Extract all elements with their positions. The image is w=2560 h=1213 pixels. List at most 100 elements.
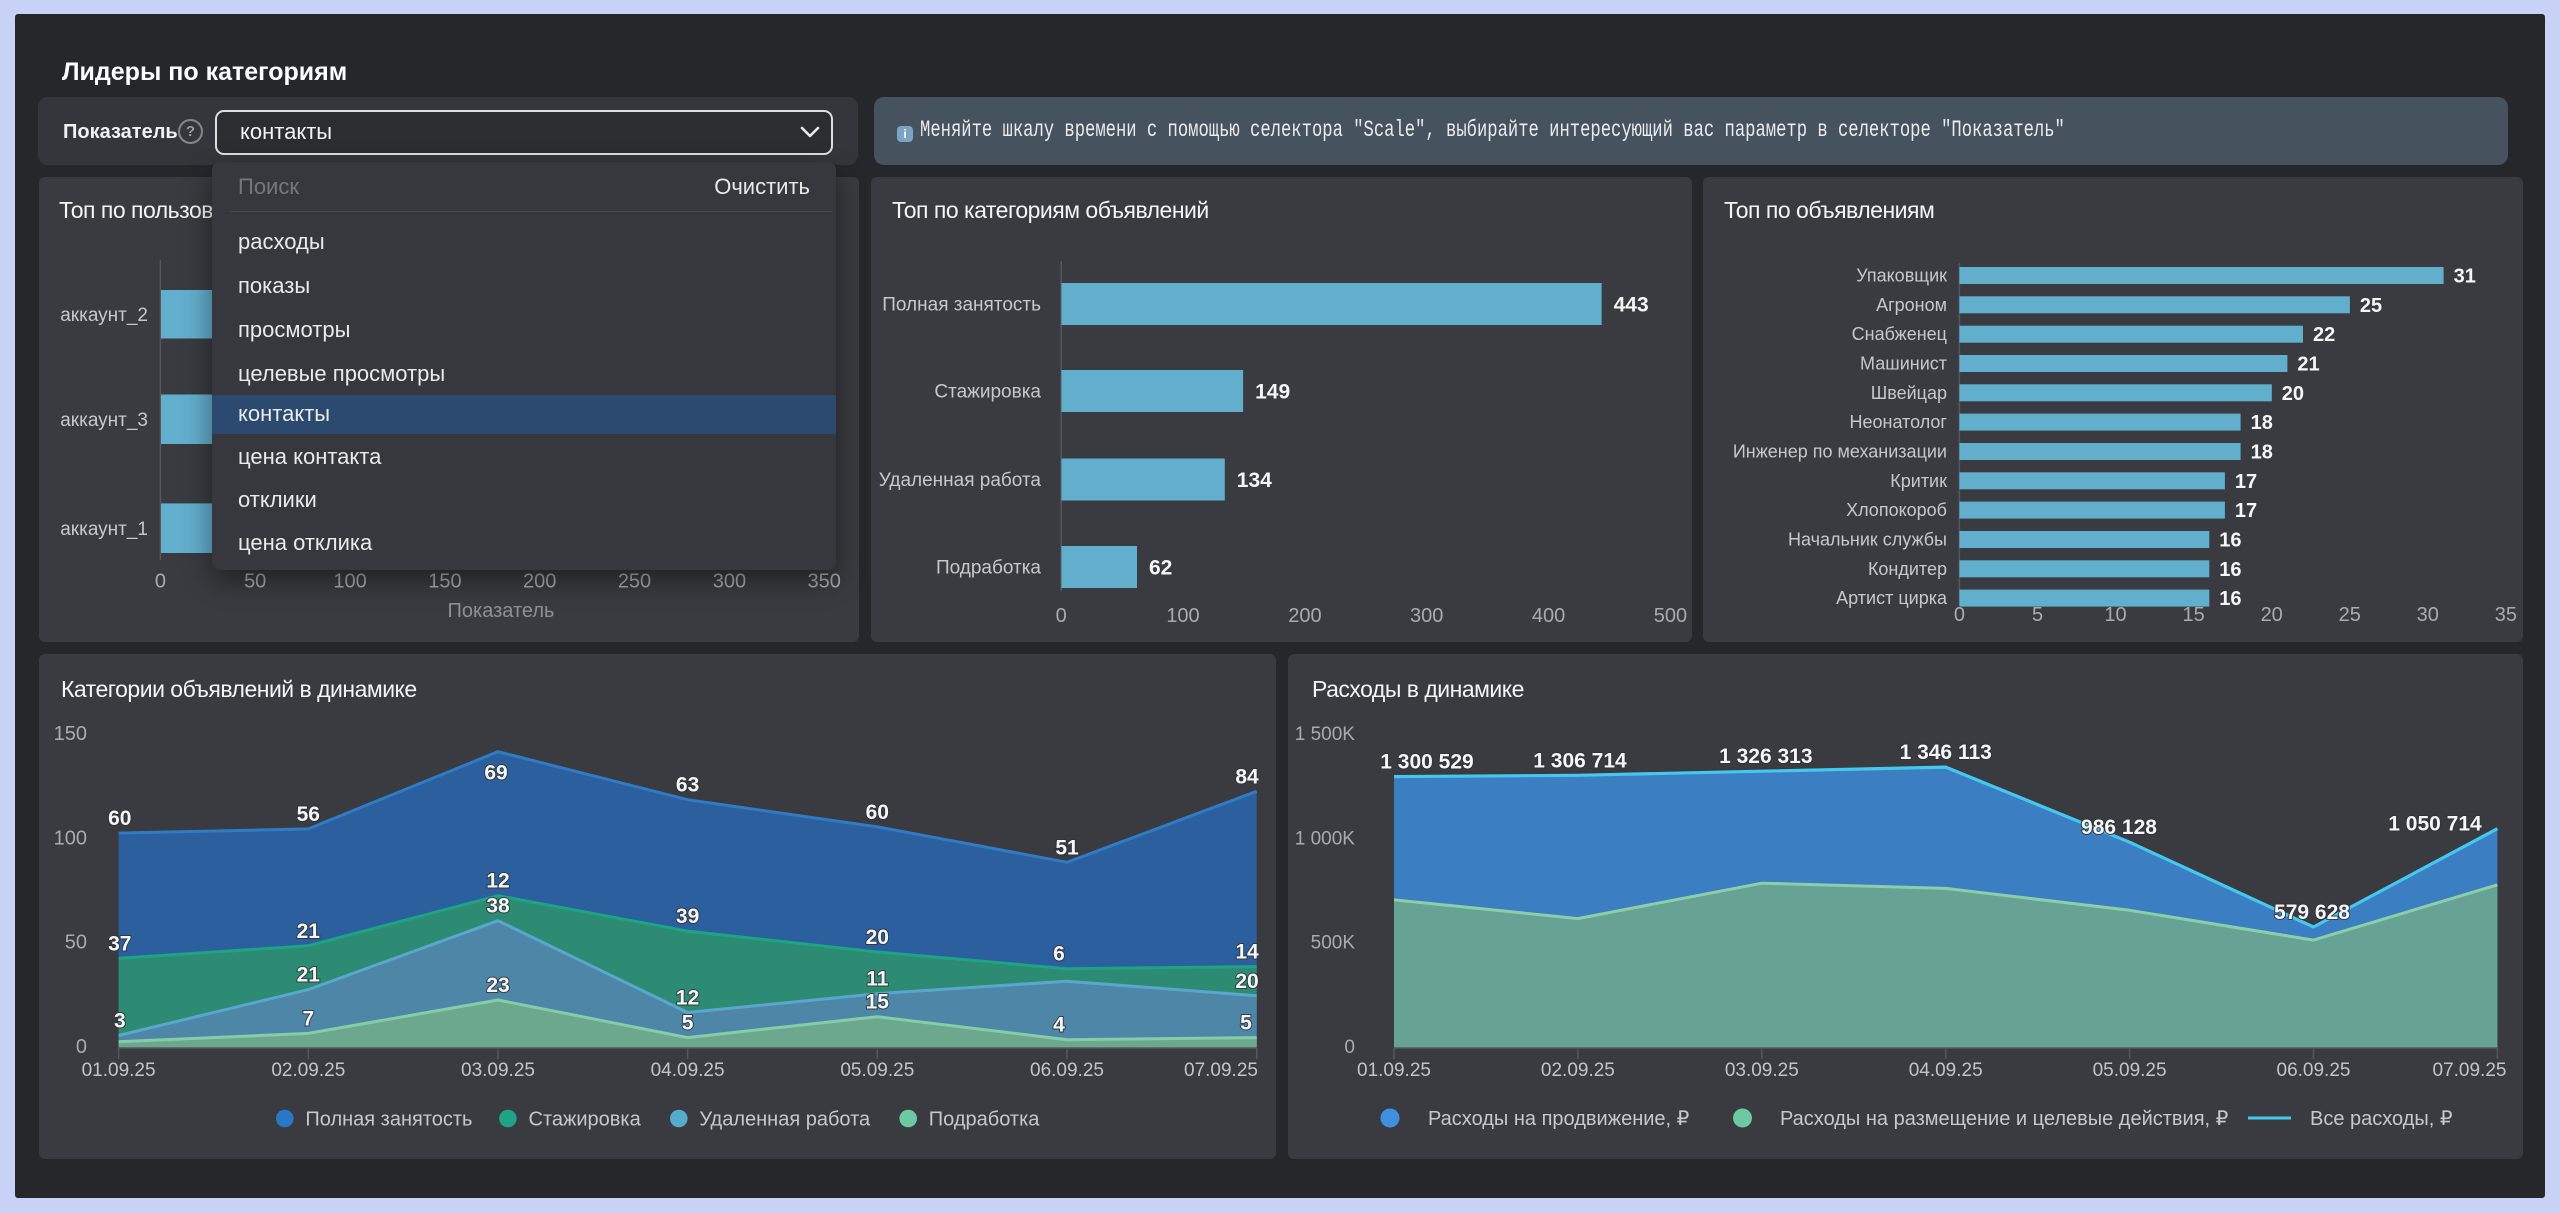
svg-text:12: 12 <box>486 870 509 893</box>
svg-text:22: 22 <box>2313 324 2335 346</box>
svg-text:01.09.25: 01.09.25 <box>1357 1060 1431 1081</box>
svg-text:21: 21 <box>2297 354 2319 376</box>
svg-text:Полная занятость: Полная занятость <box>882 295 1041 316</box>
svg-text:02.09.25: 02.09.25 <box>1541 1060 1615 1081</box>
svg-text:16: 16 <box>2219 588 2241 610</box>
svg-text:62: 62 <box>1149 557 1172 580</box>
svg-text:01.09.25: 01.09.25 <box>82 1060 156 1081</box>
svg-text:0: 0 <box>155 570 166 592</box>
svg-text:15: 15 <box>2182 604 2204 626</box>
svg-text:Хлопокороб: Хлопокороб <box>1846 500 1947 520</box>
svg-text:1 500K: 1 500K <box>1295 724 1356 745</box>
svg-text:63: 63 <box>676 774 699 797</box>
svg-text:12: 12 <box>676 987 699 1010</box>
svg-text:аккаунт_2: аккаунт_2 <box>60 305 148 326</box>
svg-text:7: 7 <box>302 1007 314 1030</box>
svg-text:06.09.25: 06.09.25 <box>2277 1060 2351 1081</box>
svg-text:Расходы на продвижение, ₽: Расходы на продвижение, ₽ <box>1428 1108 1690 1130</box>
svg-text:Снабженец: Снабженец <box>1852 324 1947 344</box>
svg-text:Показатель: Показатель <box>448 600 555 622</box>
svg-text:300: 300 <box>1410 605 1443 627</box>
svg-text:02.09.25: 02.09.25 <box>271 1060 345 1081</box>
svg-text:17: 17 <box>2235 500 2257 522</box>
svg-text:04.09.25: 04.09.25 <box>1909 1060 1983 1081</box>
svg-text:986 128: 986 128 <box>2081 816 2157 839</box>
svg-text:100: 100 <box>1166 605 1199 627</box>
svg-text:10: 10 <box>2104 604 2126 626</box>
svg-text:20: 20 <box>2282 383 2304 405</box>
svg-text:200: 200 <box>523 570 556 592</box>
svg-text:аккаунт_3: аккаунт_3 <box>60 410 148 431</box>
svg-text:39: 39 <box>676 905 699 928</box>
svg-text:Расходы на размещение и целевы: Расходы на размещение и целевые действия… <box>1780 1108 2229 1130</box>
svg-text:443: 443 <box>1614 294 1649 317</box>
svg-text:17: 17 <box>2235 471 2257 493</box>
svg-text:579 628: 579 628 <box>2274 901 2350 924</box>
svg-text:23: 23 <box>486 974 509 997</box>
svg-text:Стажировка: Стажировка <box>934 382 1041 403</box>
svg-text:250: 250 <box>618 570 651 592</box>
svg-text:100: 100 <box>333 570 366 592</box>
svg-text:15: 15 <box>866 991 890 1014</box>
svg-text:6: 6 <box>1053 943 1065 966</box>
svg-text:1 346 113: 1 346 113 <box>1900 741 1992 764</box>
svg-text:Артист цирка: Артист цирка <box>1836 588 1948 608</box>
svg-text:0: 0 <box>76 1036 87 1058</box>
svg-text:0: 0 <box>1344 1037 1355 1058</box>
svg-text:200: 200 <box>1288 605 1321 627</box>
svg-text:07.09.25: 07.09.25 <box>1184 1060 1258 1081</box>
svg-text:1 326 313: 1 326 313 <box>1719 745 1812 768</box>
svg-text:Стажировка: Стажировка <box>529 1109 642 1131</box>
svg-text:Начальник службы: Начальник службы <box>1788 530 1947 550</box>
svg-text:5: 5 <box>2032 604 2043 626</box>
svg-text:5: 5 <box>682 1012 694 1035</box>
svg-text:1 300 529: 1 300 529 <box>1380 751 1473 774</box>
svg-text:51: 51 <box>1055 836 1079 859</box>
svg-text:Удаленная работа: Удаленная работа <box>879 470 1042 491</box>
svg-text:Упаковщик: Упаковщик <box>1856 266 1947 286</box>
svg-text:Подработка: Подработка <box>929 1109 1040 1131</box>
svg-text:05.09.25: 05.09.25 <box>2093 1060 2167 1081</box>
svg-text:350: 350 <box>808 570 841 592</box>
svg-text:Критик: Критик <box>1890 471 1947 491</box>
svg-text:1 000K: 1 000K <box>1295 828 1356 849</box>
svg-text:20: 20 <box>866 926 889 949</box>
svg-text:38: 38 <box>486 895 510 918</box>
svg-text:56: 56 <box>297 803 320 826</box>
svg-text:Агроном: Агроном <box>1876 295 1947 315</box>
svg-text:1 306 714: 1 306 714 <box>1533 749 1627 772</box>
svg-text:25: 25 <box>2360 295 2382 317</box>
svg-text:07.09.25: 07.09.25 <box>2433 1060 2507 1081</box>
svg-text:Машинист: Машинист <box>1860 354 1947 374</box>
svg-text:05.09.25: 05.09.25 <box>840 1060 914 1081</box>
svg-text:60: 60 <box>108 807 131 830</box>
svg-text:300: 300 <box>713 570 746 592</box>
svg-text:100: 100 <box>54 827 87 849</box>
svg-text:20: 20 <box>1235 970 1258 993</box>
svg-text:1 050 714: 1 050 714 <box>2388 813 2482 836</box>
svg-text:69: 69 <box>484 762 507 785</box>
svg-text:16: 16 <box>2219 559 2241 581</box>
svg-text:25: 25 <box>2339 604 2361 626</box>
svg-text:Подработка: Подработка <box>936 558 1041 579</box>
svg-text:21: 21 <box>297 920 321 943</box>
svg-text:50: 50 <box>65 932 87 954</box>
svg-text:Кондитер: Кондитер <box>1868 559 1947 579</box>
svg-text:16: 16 <box>2219 530 2241 552</box>
svg-text:Удаленная работа: Удаленная работа <box>699 1109 871 1131</box>
svg-text:аккаунт_1: аккаунт_1 <box>60 519 148 540</box>
svg-text:4: 4 <box>1053 1014 1065 1037</box>
svg-text:150: 150 <box>428 570 461 592</box>
svg-text:20: 20 <box>2261 604 2283 626</box>
svg-text:Все расходы, ₽: Все расходы, ₽ <box>2310 1108 2453 1130</box>
svg-text:5: 5 <box>1240 1012 1252 1035</box>
svg-text:400: 400 <box>1532 605 1565 627</box>
svg-text:Неонатолог: Неонатолог <box>1849 412 1947 432</box>
svg-text:04.09.25: 04.09.25 <box>651 1060 725 1081</box>
svg-text:35: 35 <box>2495 604 2517 626</box>
svg-text:Полная занятость: Полная занятость <box>305 1109 472 1131</box>
svg-text:18: 18 <box>2251 412 2273 434</box>
svg-text:Инженер по механизации: Инженер по механизации <box>1733 442 1947 462</box>
svg-text:0: 0 <box>1056 605 1067 627</box>
svg-text:14: 14 <box>1235 941 1259 964</box>
